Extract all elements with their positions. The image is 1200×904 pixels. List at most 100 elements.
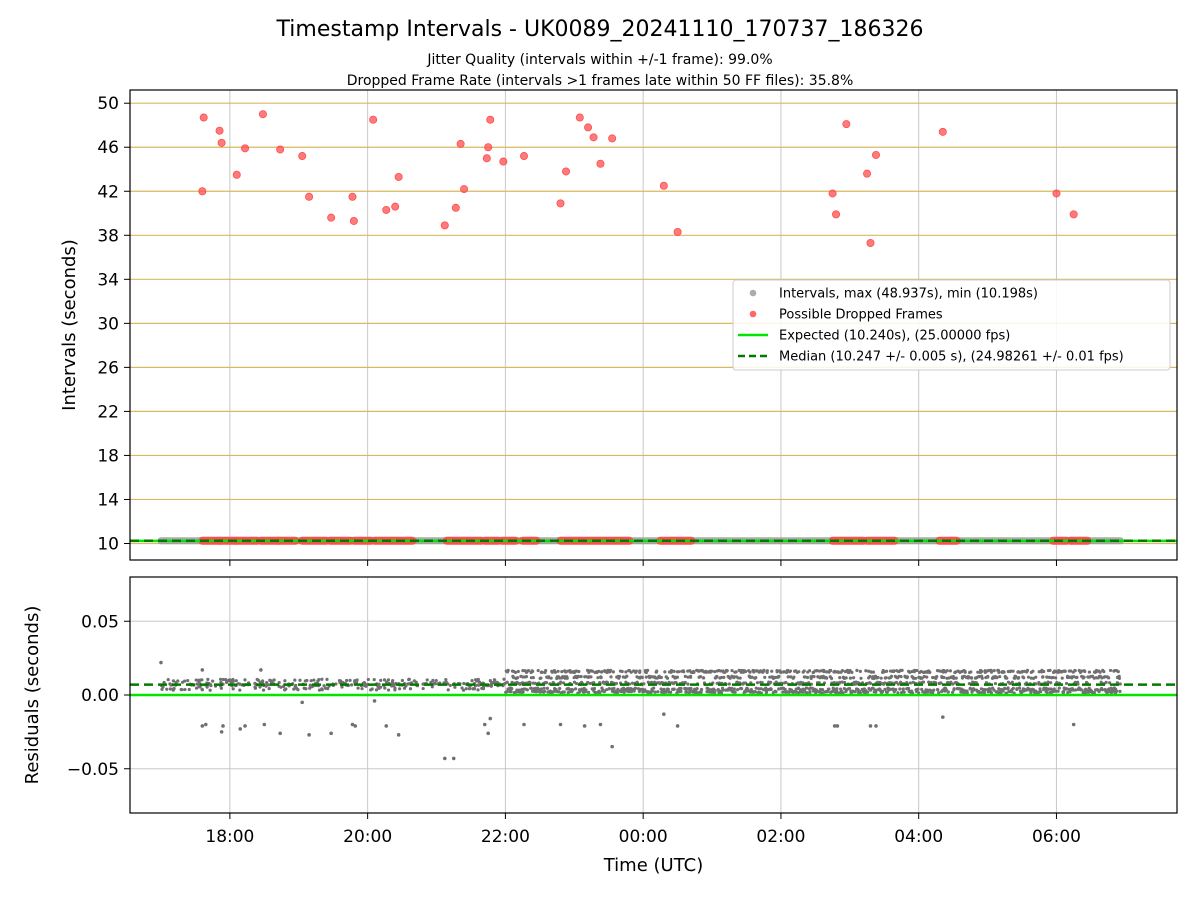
residual-point (686, 682, 690, 686)
residual-point (1025, 668, 1030, 672)
residual-point (272, 678, 276, 682)
residual-point (393, 688, 397, 692)
residual-point (832, 687, 836, 692)
residual-outlier-point (203, 722, 208, 727)
residual-point (238, 688, 242, 692)
residual-outlier-point (832, 724, 837, 728)
residual-point (1037, 682, 1041, 686)
residual-point (558, 686, 562, 691)
residual-point (208, 688, 212, 692)
residual-point (349, 683, 354, 687)
residual-point (283, 688, 287, 692)
legend-label: Intervals, max (48.937s), min (10.198s) (779, 287, 1038, 302)
residual-point (764, 690, 768, 695)
residual-point (804, 686, 809, 690)
residual-point (1115, 689, 1119, 693)
residual-point (898, 687, 902, 691)
top-ytick-label: 30 (97, 314, 119, 334)
residual-point (258, 680, 262, 684)
residual-point (160, 687, 164, 691)
residual-point (689, 686, 693, 691)
residual-point (699, 690, 703, 694)
residual-point (732, 687, 736, 691)
residual-outlier-point (488, 716, 493, 721)
residual-point (168, 687, 172, 691)
residual-point (675, 675, 680, 679)
residual-point (892, 669, 896, 673)
residual-point (612, 686, 616, 691)
residual-point (906, 687, 911, 691)
residual-point (659, 675, 663, 680)
residual-point (629, 670, 633, 674)
residual-point (627, 690, 631, 694)
residual-point (376, 684, 380, 688)
residual-point (649, 680, 654, 684)
residual-point (571, 688, 575, 692)
top-ytick-label: 22 (97, 402, 119, 422)
residual-point (1015, 687, 1019, 691)
top-ytick-label: 18 (97, 446, 119, 466)
dropped-frame-point (391, 202, 400, 211)
residual-point (762, 668, 766, 672)
residual-outlier-point (558, 722, 563, 727)
residual-point (965, 691, 969, 695)
residual-point (608, 668, 613, 672)
residual-point (698, 675, 703, 679)
residual-point (1072, 675, 1076, 679)
residual-point (799, 688, 803, 692)
top-ytick-label: 10 (97, 534, 119, 554)
residual-point (777, 674, 781, 678)
dropped-frame-point (499, 157, 508, 166)
residual-point (808, 690, 812, 695)
dropped-frame-point (456, 139, 465, 148)
residual-point (589, 675, 593, 679)
residual-point (1039, 690, 1043, 694)
residual-point (779, 670, 783, 675)
residual-point (186, 679, 190, 683)
residual-point (916, 687, 920, 691)
residual-point (1108, 668, 1113, 673)
residual-point (765, 669, 769, 673)
residual-point (749, 687, 753, 692)
dropped-frame-point (484, 143, 493, 152)
residual-point (206, 677, 210, 681)
residual-point (774, 690, 778, 694)
residual-point (636, 687, 641, 691)
residual-point (850, 670, 854, 674)
residual-point (560, 670, 564, 674)
residual-point (1049, 681, 1053, 685)
residual-outlier-point (259, 668, 263, 672)
residual-point (719, 675, 724, 680)
residual-point (194, 686, 199, 690)
residual-point (952, 676, 956, 680)
residual-outlier-point (874, 724, 878, 728)
residual-point (617, 674, 622, 679)
residual-point (539, 687, 543, 691)
residual-point (868, 674, 872, 679)
residual-point (646, 668, 650, 673)
residual-point (536, 668, 540, 673)
bottom-ytick-label: 0.00 (81, 686, 119, 706)
dropped-frame-point (460, 185, 469, 194)
residual-point (754, 686, 758, 690)
residual-outlier-point (598, 722, 603, 727)
residual-point (855, 668, 859, 672)
residual-point (663, 670, 667, 674)
residual-outlier-point (200, 724, 205, 728)
residual-point (386, 688, 391, 692)
residual-point (369, 688, 373, 692)
residual-point (1118, 689, 1122, 693)
bottom-xtick-label: 02:00 (756, 827, 805, 847)
bottom-xtick-label: 22:00 (481, 827, 530, 847)
residual-point (196, 679, 201, 683)
residual-point (578, 690, 582, 694)
residual-point (836, 670, 841, 674)
residual-point (688, 674, 693, 678)
residual-point (997, 670, 1001, 675)
dropped-frame-point (349, 216, 358, 225)
residual-point (171, 679, 176, 683)
residual-point (1100, 688, 1104, 692)
residual-point (509, 690, 513, 694)
residual-point (386, 678, 390, 682)
